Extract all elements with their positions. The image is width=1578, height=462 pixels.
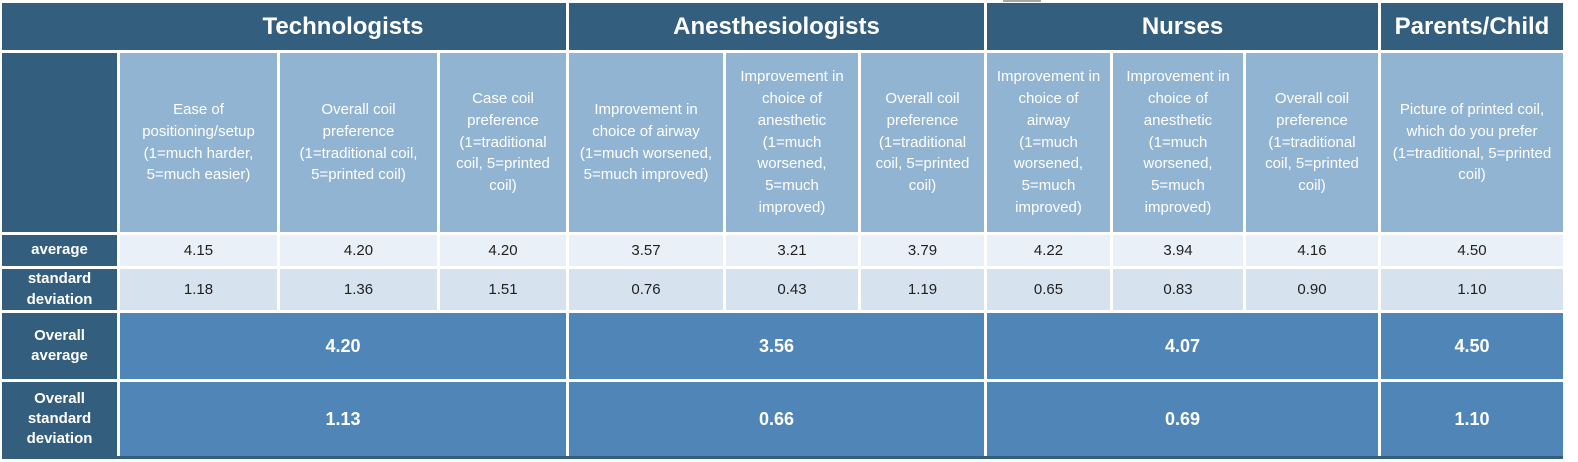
stddev-value-5: 1.19 bbox=[861, 269, 984, 310]
group-header-anesthesiologists: Anesthesiologists bbox=[569, 3, 984, 50]
stddev-value-4: 0.43 bbox=[726, 269, 858, 310]
row-label-standard-deviation: standard deviation bbox=[2, 269, 117, 310]
column-header-anes-airway: Improvement in choice of airway (1=much … bbox=[569, 53, 723, 232]
overall-stddev-technologists: 1.13 bbox=[120, 382, 566, 456]
overall-average-parents-child: 4.50 bbox=[1381, 313, 1563, 379]
average-value-4: 3.21 bbox=[726, 235, 858, 266]
column-header-parents-picture-pref: Picture of printed coil, which do you pr… bbox=[1381, 53, 1563, 232]
column-header-nurse-airway: Improvement in choice of airway (1=much … bbox=[987, 53, 1110, 232]
overall-stddev-anesthesiologists: 0.66 bbox=[569, 382, 984, 456]
average-value-2: 4.20 bbox=[440, 235, 566, 266]
average-value-6: 4.22 bbox=[987, 235, 1110, 266]
row-label-overall-average: Overall average bbox=[2, 313, 117, 379]
column-header-anes-overall-pref: Overall coil preference (1=traditional c… bbox=[861, 53, 984, 232]
average-value-5: 3.79 bbox=[861, 235, 984, 266]
row-label-average: average bbox=[2, 235, 117, 266]
stddev-value-1: 1.36 bbox=[280, 269, 437, 310]
column-header-tech-ease: Ease of positioning/setup (1=much harder… bbox=[120, 53, 277, 232]
column-header-nurse-overall-pref: Overall coil preference (1=traditional c… bbox=[1246, 53, 1378, 232]
stddev-value-2: 1.51 bbox=[440, 269, 566, 310]
column-header-tech-overall-pref: Overall coil preference (1=traditional c… bbox=[280, 53, 437, 232]
average-value-1: 4.20 bbox=[280, 235, 437, 266]
cropped-ui-artifact bbox=[1003, 0, 1041, 2]
stddev-value-0: 1.18 bbox=[120, 269, 277, 310]
stddev-value-6: 0.65 bbox=[987, 269, 1110, 310]
overall-stddev-parents-child: 1.10 bbox=[1381, 382, 1563, 456]
overall-average-anesthesiologists: 3.56 bbox=[569, 313, 984, 379]
overall-average-technologists: 4.20 bbox=[120, 313, 566, 379]
group-header-parents-child: Parents/Child bbox=[1381, 3, 1563, 50]
stddev-value-9: 1.10 bbox=[1381, 269, 1563, 310]
column-header-nurse-anesthetic: Improvement in choice of anesthetic (1=m… bbox=[1113, 53, 1243, 232]
stddev-value-8: 0.90 bbox=[1246, 269, 1378, 310]
average-value-7: 3.94 bbox=[1113, 235, 1243, 266]
survey-results-table: Technologists Anesthesiologists Nurses P… bbox=[2, 3, 1563, 459]
overall-average-nurses: 4.07 bbox=[987, 313, 1378, 379]
average-value-8: 4.16 bbox=[1246, 235, 1378, 266]
overall-stddev-nurses: 0.69 bbox=[987, 382, 1378, 456]
group-header-nurses: Nurses bbox=[987, 3, 1378, 50]
average-value-0: 4.15 bbox=[120, 235, 277, 266]
column-header-tech-case-pref: Case coil preference (1=traditional coil… bbox=[440, 53, 566, 232]
group-header-technologists: Technologists bbox=[2, 3, 566, 50]
corner-header-cell bbox=[2, 53, 117, 232]
stddev-value-7: 0.83 bbox=[1113, 269, 1243, 310]
table-bottom-border bbox=[2, 456, 1563, 459]
stddev-value-3: 0.76 bbox=[569, 269, 723, 310]
average-value-3: 3.57 bbox=[569, 235, 723, 266]
row-label-overall-standard-deviation: Overall standard deviation bbox=[2, 382, 117, 456]
column-header-anes-anesthetic: Improvement in choice of anesthetic (1=m… bbox=[726, 53, 858, 232]
average-value-9: 4.50 bbox=[1381, 235, 1563, 266]
